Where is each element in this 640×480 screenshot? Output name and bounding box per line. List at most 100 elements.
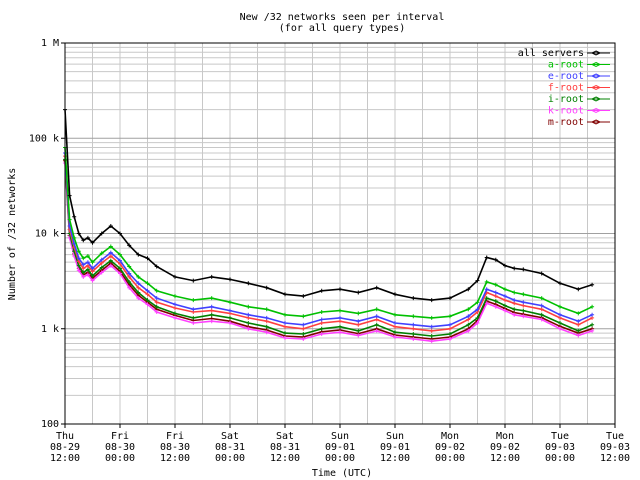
data-point [338, 324, 342, 329]
data-point [90, 260, 95, 265]
data-point [127, 271, 132, 276]
data-point [429, 339, 434, 344]
data-point [127, 279, 132, 284]
data-point [301, 337, 306, 341]
data-point [374, 314, 379, 319]
data-point [521, 300, 526, 305]
data-point [191, 315, 196, 320]
data-point [374, 307, 379, 312]
data-point [576, 311, 581, 316]
x-tick-label: 09-03 [545, 442, 575, 453]
x-tick-label: 00:00 [435, 453, 465, 464]
data-point [338, 315, 342, 320]
data-point [264, 307, 269, 312]
data-point [81, 270, 86, 275]
data-point [503, 308, 507, 313]
data-point [411, 337, 416, 341]
data-point [338, 287, 342, 292]
data-point [539, 307, 544, 312]
data-point [127, 243, 132, 248]
x-tick-labels: Thu08-2912:00Fri08-3000:00Fri08-3012:00S… [50, 424, 630, 464]
data-point [521, 267, 526, 272]
data-point [484, 287, 489, 292]
data-point [521, 308, 526, 313]
data-point [558, 321, 562, 325]
data-point [99, 251, 104, 256]
x-tick-label: Sun [386, 431, 404, 442]
data-point [374, 328, 379, 333]
x-tick-label: 00:00 [105, 453, 135, 464]
x-tick-label: 09-03 [600, 442, 630, 453]
y-tick-label: 100 k [29, 133, 59, 144]
data-point [356, 322, 361, 327]
data-point [466, 328, 471, 333]
data-point [466, 314, 471, 319]
data-point [301, 294, 306, 299]
data-point [154, 264, 159, 269]
chart-title: New /32 networks seen per interval [240, 12, 445, 23]
data-point [264, 285, 269, 290]
data-point [429, 324, 434, 329]
data-point [90, 240, 95, 245]
x-tick-label: Thu [56, 431, 74, 442]
data-point [76, 263, 81, 268]
data-point [356, 328, 361, 333]
legend-label: k-root [548, 106, 584, 117]
data-point [81, 238, 86, 243]
data-point [503, 263, 507, 268]
data-point [191, 298, 196, 303]
data-point [118, 266, 122, 271]
data-point [484, 301, 489, 306]
data-point [67, 217, 72, 222]
y-axis-label: Number of /32 networks [7, 168, 18, 300]
data-point [448, 314, 452, 319]
data-point [283, 336, 287, 340]
data-point [81, 262, 86, 267]
data-point [475, 307, 480, 312]
data-point [301, 326, 306, 331]
data-point [356, 311, 361, 316]
data-point [576, 333, 581, 338]
data-point [393, 330, 397, 335]
data-point [108, 244, 113, 249]
data-point [99, 231, 104, 236]
grid [64, 43, 616, 425]
x-tick-label: 08-31 [270, 442, 300, 453]
y-tick-label: 10 k [35, 229, 59, 240]
data-point [429, 328, 434, 333]
x-tick-label: 12:00 [490, 453, 520, 464]
data-point [374, 285, 379, 290]
data-point [81, 274, 86, 279]
data-point [145, 298, 150, 303]
data-point [154, 296, 159, 301]
data-point [228, 300, 232, 305]
data-point [338, 330, 342, 335]
data-point [283, 324, 287, 329]
x-tick-label: 00:00 [545, 453, 575, 464]
data-point [512, 290, 517, 295]
x-tick-label: Sat [276, 431, 294, 442]
data-point [512, 307, 517, 312]
data-point [374, 322, 379, 327]
x-tick-label: 09-01 [325, 442, 355, 453]
data-point [90, 266, 95, 271]
x-tick-label: 08-31 [215, 442, 245, 453]
legend-label: e-root [548, 71, 584, 82]
data-point [484, 255, 489, 260]
data-point [319, 321, 324, 325]
data-point [576, 287, 581, 292]
data-point [191, 321, 196, 325]
data-point [118, 258, 122, 263]
data-point [558, 304, 562, 309]
data-point [448, 296, 452, 301]
data-point [145, 288, 150, 293]
data-point [145, 256, 150, 261]
data-point [228, 308, 232, 313]
data-point [512, 298, 517, 303]
data-point [319, 332, 324, 336]
data-point [145, 281, 150, 286]
data-point [173, 302, 177, 307]
legend: all serversa-roote-rootf-rooti-rootk-roo… [518, 48, 610, 128]
data-point [319, 310, 324, 314]
x-tick-label: Mon [496, 431, 514, 442]
